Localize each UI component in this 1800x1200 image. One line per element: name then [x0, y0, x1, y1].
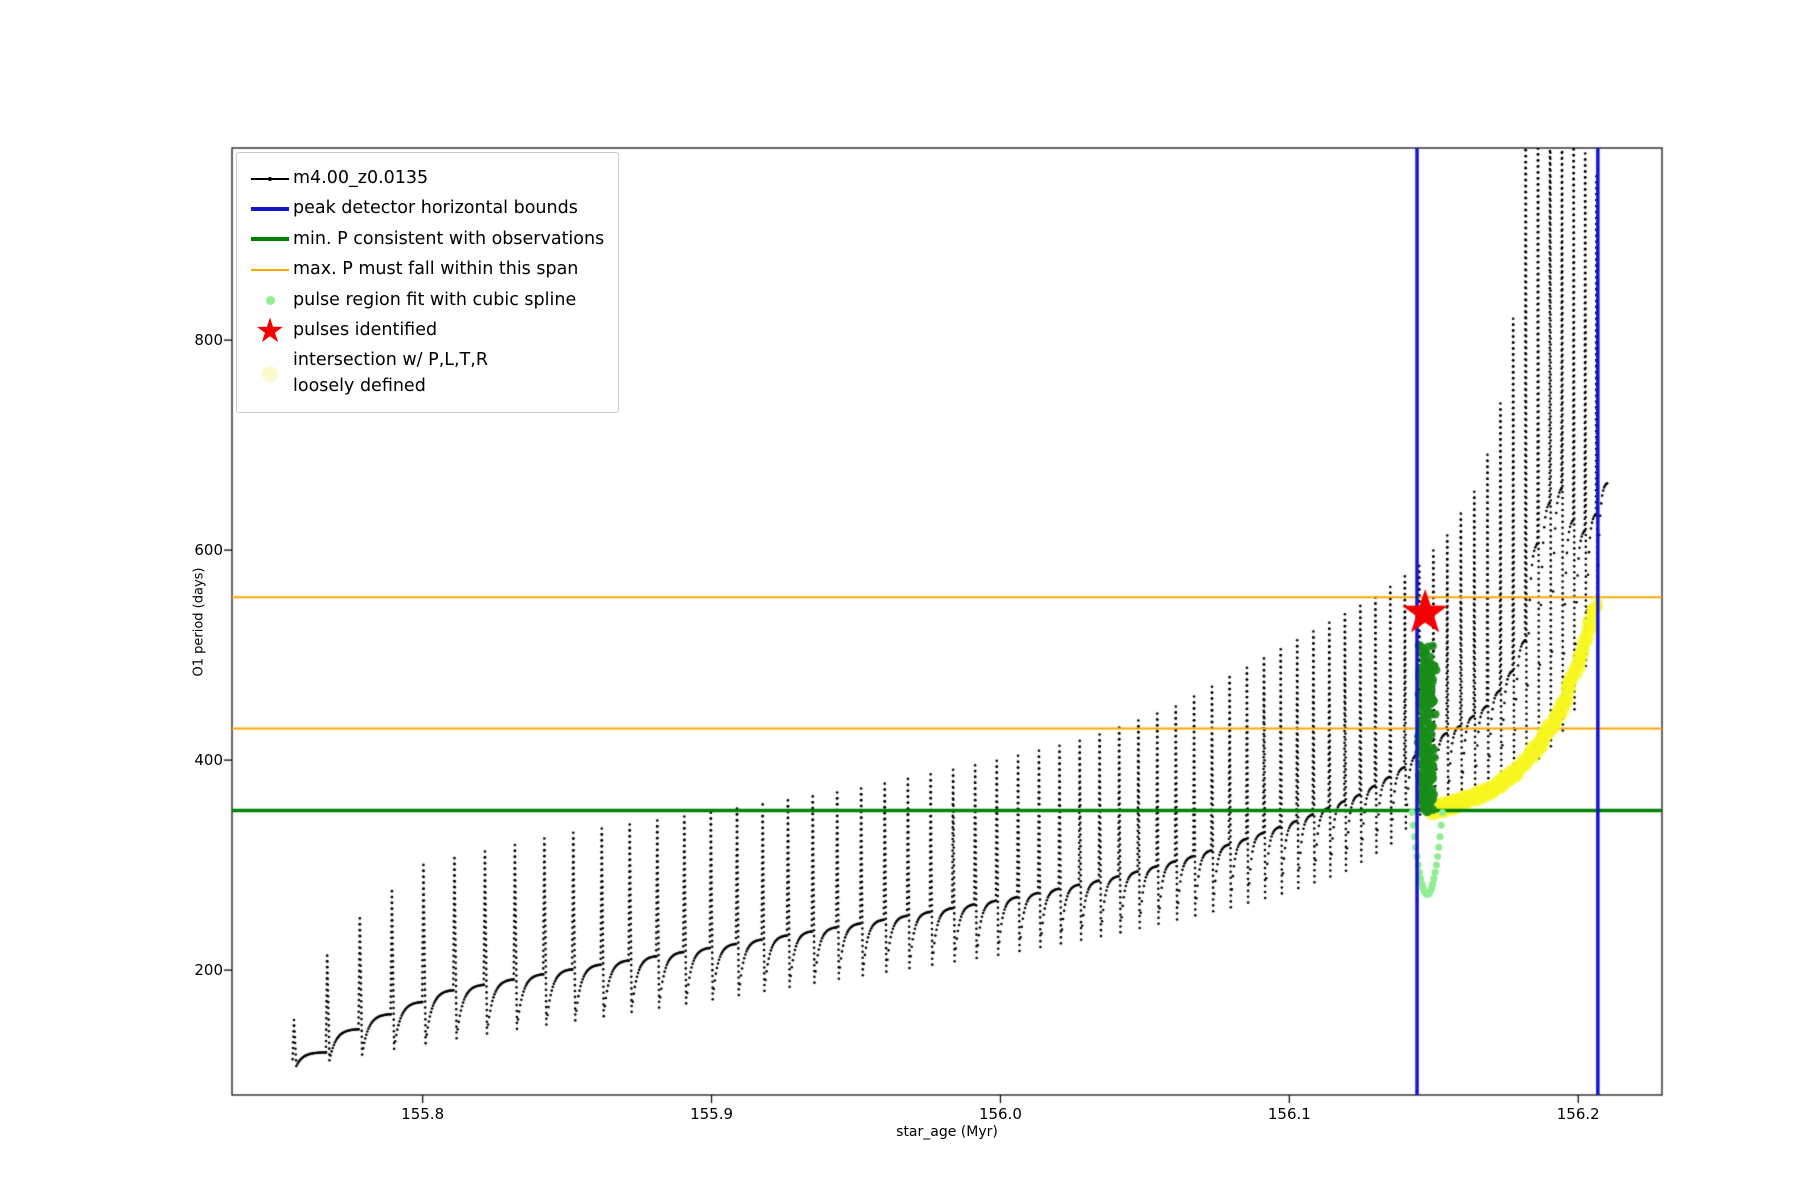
x-tick-label: 156.0	[978, 1105, 1022, 1123]
y-tick-label: 800	[194, 331, 223, 350]
x-tick-label: 156.2	[1556, 1105, 1600, 1123]
legend-item-label: m4.00_z0.0135	[293, 168, 429, 188]
x-tick-label: 155.8	[401, 1105, 445, 1123]
star-icon: ★	[254, 310, 286, 351]
legend-item-min-period: min. P consistent with observations	[247, 227, 604, 252]
green-line-icon	[247, 237, 293, 242]
orange-line-icon	[247, 268, 293, 271]
legend-item-label: pulses identified	[293, 319, 438, 340]
x-axis-label: star_age (Myr)	[896, 1124, 998, 1140]
legend-item-spline-fit: pulse region fit with cubic spline	[247, 288, 604, 313]
series-line-icon	[247, 172, 293, 186]
legend-item-label: peak detector horizontal bounds	[293, 198, 578, 219]
yellow-dot-icon	[247, 365, 293, 382]
legend-item-peak-bounds: peak detector horizontal bounds	[247, 196, 604, 221]
blue-line-icon	[247, 207, 293, 212]
legend-item-label: min. P consistent with observations	[293, 228, 605, 249]
legend-item-label: pulse region fit with cubic spline	[293, 289, 577, 310]
y-tick-label: 600	[194, 541, 223, 560]
legend-item-label: max. P must fall within this span	[293, 259, 579, 280]
spline-dot-icon	[247, 295, 293, 305]
legend: m4.00_z0.0135 peak detector horizontal b…	[236, 152, 620, 413]
x-tick-label: 155.9	[690, 1105, 734, 1123]
legend-item-label: intersection w/ P,L,T,R loosely defined	[293, 350, 488, 396]
x-tick-label: 156.1	[1267, 1105, 1311, 1123]
legend-item-pulses: ★ pulses identified	[247, 310, 604, 351]
legend-item-main-series: m4.00_z0.0135	[247, 166, 604, 191]
legend-item-intersection: intersection w/ P,L,T,R loosely defined	[247, 348, 604, 399]
y-tick-label: 200	[194, 961, 223, 980]
legend-item-max-period-span: max. P must fall within this span	[247, 257, 604, 282]
y-tick-label: 400	[194, 751, 223, 770]
y-axis-label: O1 period (days)	[191, 567, 207, 677]
